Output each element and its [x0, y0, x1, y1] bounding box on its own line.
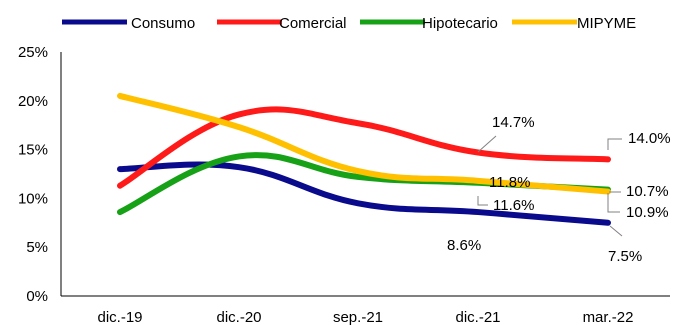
data-label: 10.9% [626, 204, 669, 221]
y-tick-label: 5% [26, 239, 48, 256]
x-axis: dic.-19 dic.-20 sep.-21 dic.-21 mar.-22 [61, 295, 670, 325]
x-axis-ticks: dic.-19 dic.-20 sep.-21 dic.-21 mar.-22 [97, 309, 633, 325]
data-label: 14.7% [492, 114, 535, 131]
x-tick-label: dic.-21 [455, 309, 500, 325]
data-label-leader [609, 225, 623, 237]
y-tick-label: 20% [18, 93, 48, 110]
legend-label-comercial: Comercial [279, 15, 347, 32]
legend-label-consumo: Consumo [131, 15, 195, 32]
series-line-comercial [117, 106, 611, 189]
data-label: 7.5% [608, 248, 642, 265]
series-lines [117, 92, 611, 226]
data-label-leader [477, 196, 488, 206]
y-tick-label: 10% [18, 190, 48, 207]
data-label-leader [477, 135, 497, 153]
x-tick-label: dic.-19 [97, 309, 142, 325]
data-label: 10.7% [626, 183, 669, 200]
x-tick-label: dic.-20 [216, 309, 261, 325]
y-tick-label: 15% [18, 142, 48, 159]
y-tick-label: 0% [26, 288, 48, 305]
data-label-leader [607, 138, 622, 150]
data-label: 14.0% [628, 130, 671, 147]
data-labels: 8.6% 7.5% 14.7% 14.0% 11.6% 10.9% 11.8% 10.7% [447, 114, 671, 265]
x-tick-label: sep.-21 [333, 309, 383, 325]
data-label-leaders [477, 135, 623, 237]
data-label-leader [607, 193, 620, 213]
series-line-mipyme [117, 92, 611, 195]
data-label: 11.6% [493, 197, 534, 214]
data-label: 11.8% [489, 174, 530, 191]
legend-label-hipotecario: Hipotecario [422, 15, 498, 32]
legend-label-mipyme: MIPYME [577, 15, 636, 32]
legend: Consumo Comercial Hipotecario MIPYME [62, 15, 636, 32]
y-axis: 0% 5% 10% 15% 20% 25% [18, 44, 62, 305]
data-label: 8.6% [447, 237, 481, 254]
y-axis-ticks: 0% 5% 10% 15% 20% 25% [18, 44, 48, 305]
y-tick-label: 25% [18, 44, 48, 61]
x-tick-label: mar.-22 [583, 309, 634, 325]
